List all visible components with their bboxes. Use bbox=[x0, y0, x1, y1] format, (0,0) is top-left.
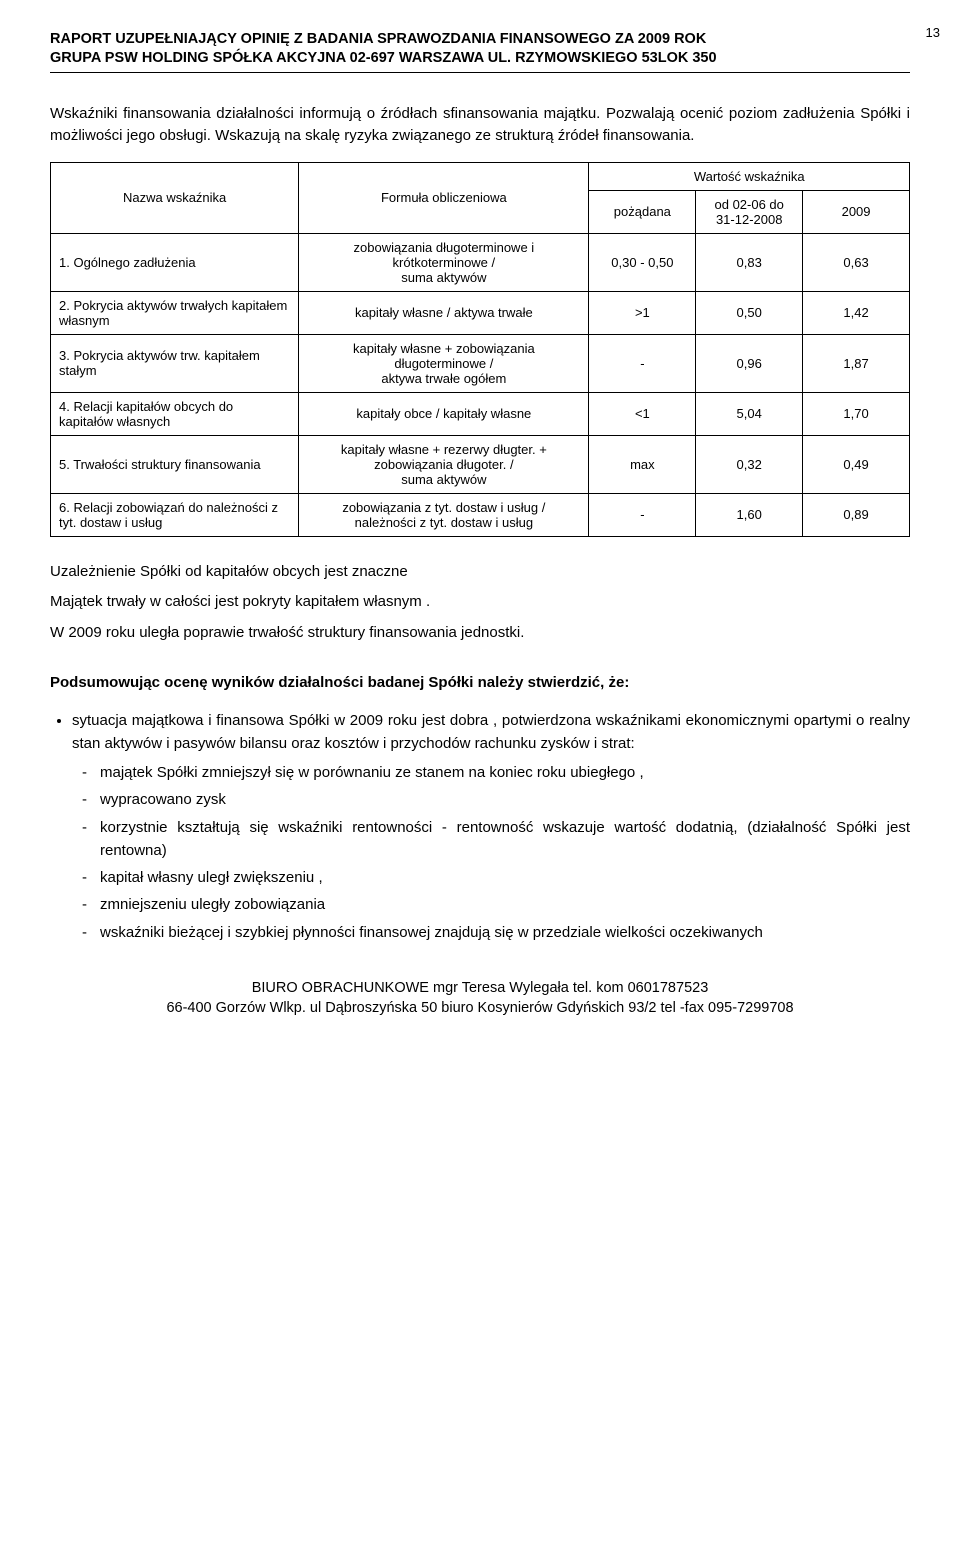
list-item: zmniejszeniu uległy zobowiązania bbox=[100, 893, 910, 916]
cell-formula: kapitały własne / aktywa trwałe bbox=[299, 291, 589, 334]
bullet-intro-text: sytuacja majątkowa i finansowa Spółki w … bbox=[72, 712, 910, 752]
cell-period: 0,50 bbox=[696, 291, 803, 334]
table-body: 1. Ogólnego zadłużeniazobowiązania długo… bbox=[51, 233, 910, 536]
cell-year: 1,70 bbox=[803, 392, 910, 435]
table-row: 3. Pokrycia aktywów trw. kapitałem stały… bbox=[51, 334, 910, 392]
cell-desired: - bbox=[589, 334, 696, 392]
footer-line-2: 66-400 Gorzów Wlkp. ul Dąbroszyńska 50 b… bbox=[50, 998, 910, 1018]
cell-year: 0,89 bbox=[803, 493, 910, 536]
col-name: Nazwa wskaźnika bbox=[51, 162, 299, 233]
dash-list: majątek Spółki zmniejszył się w porównan… bbox=[72, 761, 910, 944]
list-item: majątek Spółki zmniejszył się w porównan… bbox=[100, 761, 910, 784]
col-desired: pożądana bbox=[589, 190, 696, 233]
cell-period: 5,04 bbox=[696, 392, 803, 435]
cell-year: 1,42 bbox=[803, 291, 910, 334]
document-header: 13 RAPORT UZUPEŁNIAJĄCY OPINIĘ Z BADANIA… bbox=[50, 30, 910, 73]
summary-heading: Podsumowując ocenę wyników działalności … bbox=[50, 672, 910, 695]
intro-paragraph: Wskaźniki finansowania działalności info… bbox=[50, 103, 910, 148]
cell-desired: max bbox=[589, 435, 696, 493]
cell-period: 0,96 bbox=[696, 334, 803, 392]
cell-name: 5. Trwałości struktury finansowania bbox=[51, 435, 299, 493]
intro-text: Wskaźniki finansowania działalności info… bbox=[50, 105, 910, 145]
cell-desired: - bbox=[589, 493, 696, 536]
cell-period: 0,83 bbox=[696, 233, 803, 291]
cell-year: 0,49 bbox=[803, 435, 910, 493]
cell-name: 1. Ogólnego zadłużenia bbox=[51, 233, 299, 291]
cell-formula: zobowiązania długoterminowe i krótkoterm… bbox=[299, 233, 589, 291]
cell-name: 6. Relacji zobowiązań do należności z ty… bbox=[51, 493, 299, 536]
cell-year: 0,63 bbox=[803, 233, 910, 291]
cell-desired: >1 bbox=[589, 291, 696, 334]
table-row: 6. Relacji zobowiązań do należności z ty… bbox=[51, 493, 910, 536]
cell-name: 2. Pokrycia aktywów trwałych kapitałem w… bbox=[51, 291, 299, 334]
conclusion-line: Uzależnienie Spółki od kapitałów obcych … bbox=[50, 561, 910, 584]
table-header-row: Nazwa wskaźnika Formuła obliczeniowa War… bbox=[51, 162, 910, 190]
header-line-2: GRUPA PSW HOLDING SPÓŁKA AKCYJNA 02-697 … bbox=[50, 49, 910, 68]
list-item: sytuacja majątkowa i finansowa Spółki w … bbox=[72, 709, 910, 944]
cell-name: 4. Relacji kapitałów obcych do kapitałów… bbox=[51, 392, 299, 435]
conclusion-line: W 2009 roku uległa poprawie trwałość str… bbox=[50, 622, 910, 645]
cell-period: 0,32 bbox=[696, 435, 803, 493]
cell-formula: zobowiązania z tyt. dostaw i usług /nale… bbox=[299, 493, 589, 536]
document-footer: BIURO OBRACHUNKOWE mgr Teresa Wylegała t… bbox=[50, 978, 910, 1019]
col-formula: Formuła obliczeniowa bbox=[299, 162, 589, 233]
col-period: od 02-06 do 31-12-2008 bbox=[696, 190, 803, 233]
table-row: 2. Pokrycia aktywów trwałych kapitałem w… bbox=[51, 291, 910, 334]
col-value-group: Wartość wskaźnika bbox=[589, 162, 910, 190]
list-item: wypracowano zysk bbox=[100, 788, 910, 811]
list-item: kapitał własny uległ zwiększeniu , bbox=[100, 866, 910, 889]
cell-desired: <1 bbox=[589, 392, 696, 435]
cell-name: 3. Pokrycia aktywów trw. kapitałem stały… bbox=[51, 334, 299, 392]
page-number: 13 bbox=[926, 25, 940, 40]
col-year: 2009 bbox=[803, 190, 910, 233]
table-row: 4. Relacji kapitałów obcych do kapitałów… bbox=[51, 392, 910, 435]
table-row: 1. Ogólnego zadłużeniazobowiązania długo… bbox=[51, 233, 910, 291]
header-line-1: RAPORT UZUPEŁNIAJĄCY OPINIĘ Z BADANIA SP… bbox=[50, 30, 910, 49]
indicators-table: Nazwa wskaźnika Formuła obliczeniowa War… bbox=[50, 162, 910, 537]
cell-period: 1,60 bbox=[696, 493, 803, 536]
cell-year: 1,87 bbox=[803, 334, 910, 392]
list-item: wskaźniki bieżącej i szybkiej płynności … bbox=[100, 921, 910, 944]
footer-line-1: BIURO OBRACHUNKOWE mgr Teresa Wylegała t… bbox=[50, 978, 910, 998]
list-item: korzystnie kształtują się wskaźniki rent… bbox=[100, 816, 910, 863]
table-row: 5. Trwałości struktury finansowaniakapit… bbox=[51, 435, 910, 493]
cell-formula: kapitały obce / kapitały własne bbox=[299, 392, 589, 435]
conclusion-line: Majątek trwały w całości jest pokryty ka… bbox=[50, 591, 910, 614]
cell-desired: 0,30 - 0,50 bbox=[589, 233, 696, 291]
cell-formula: kapitały własne + rezerwy długter. + zob… bbox=[299, 435, 589, 493]
cell-formula: kapitały własne + zobowiązania długoterm… bbox=[299, 334, 589, 392]
summary-bullet-list: sytuacja majątkowa i finansowa Spółki w … bbox=[50, 709, 910, 944]
